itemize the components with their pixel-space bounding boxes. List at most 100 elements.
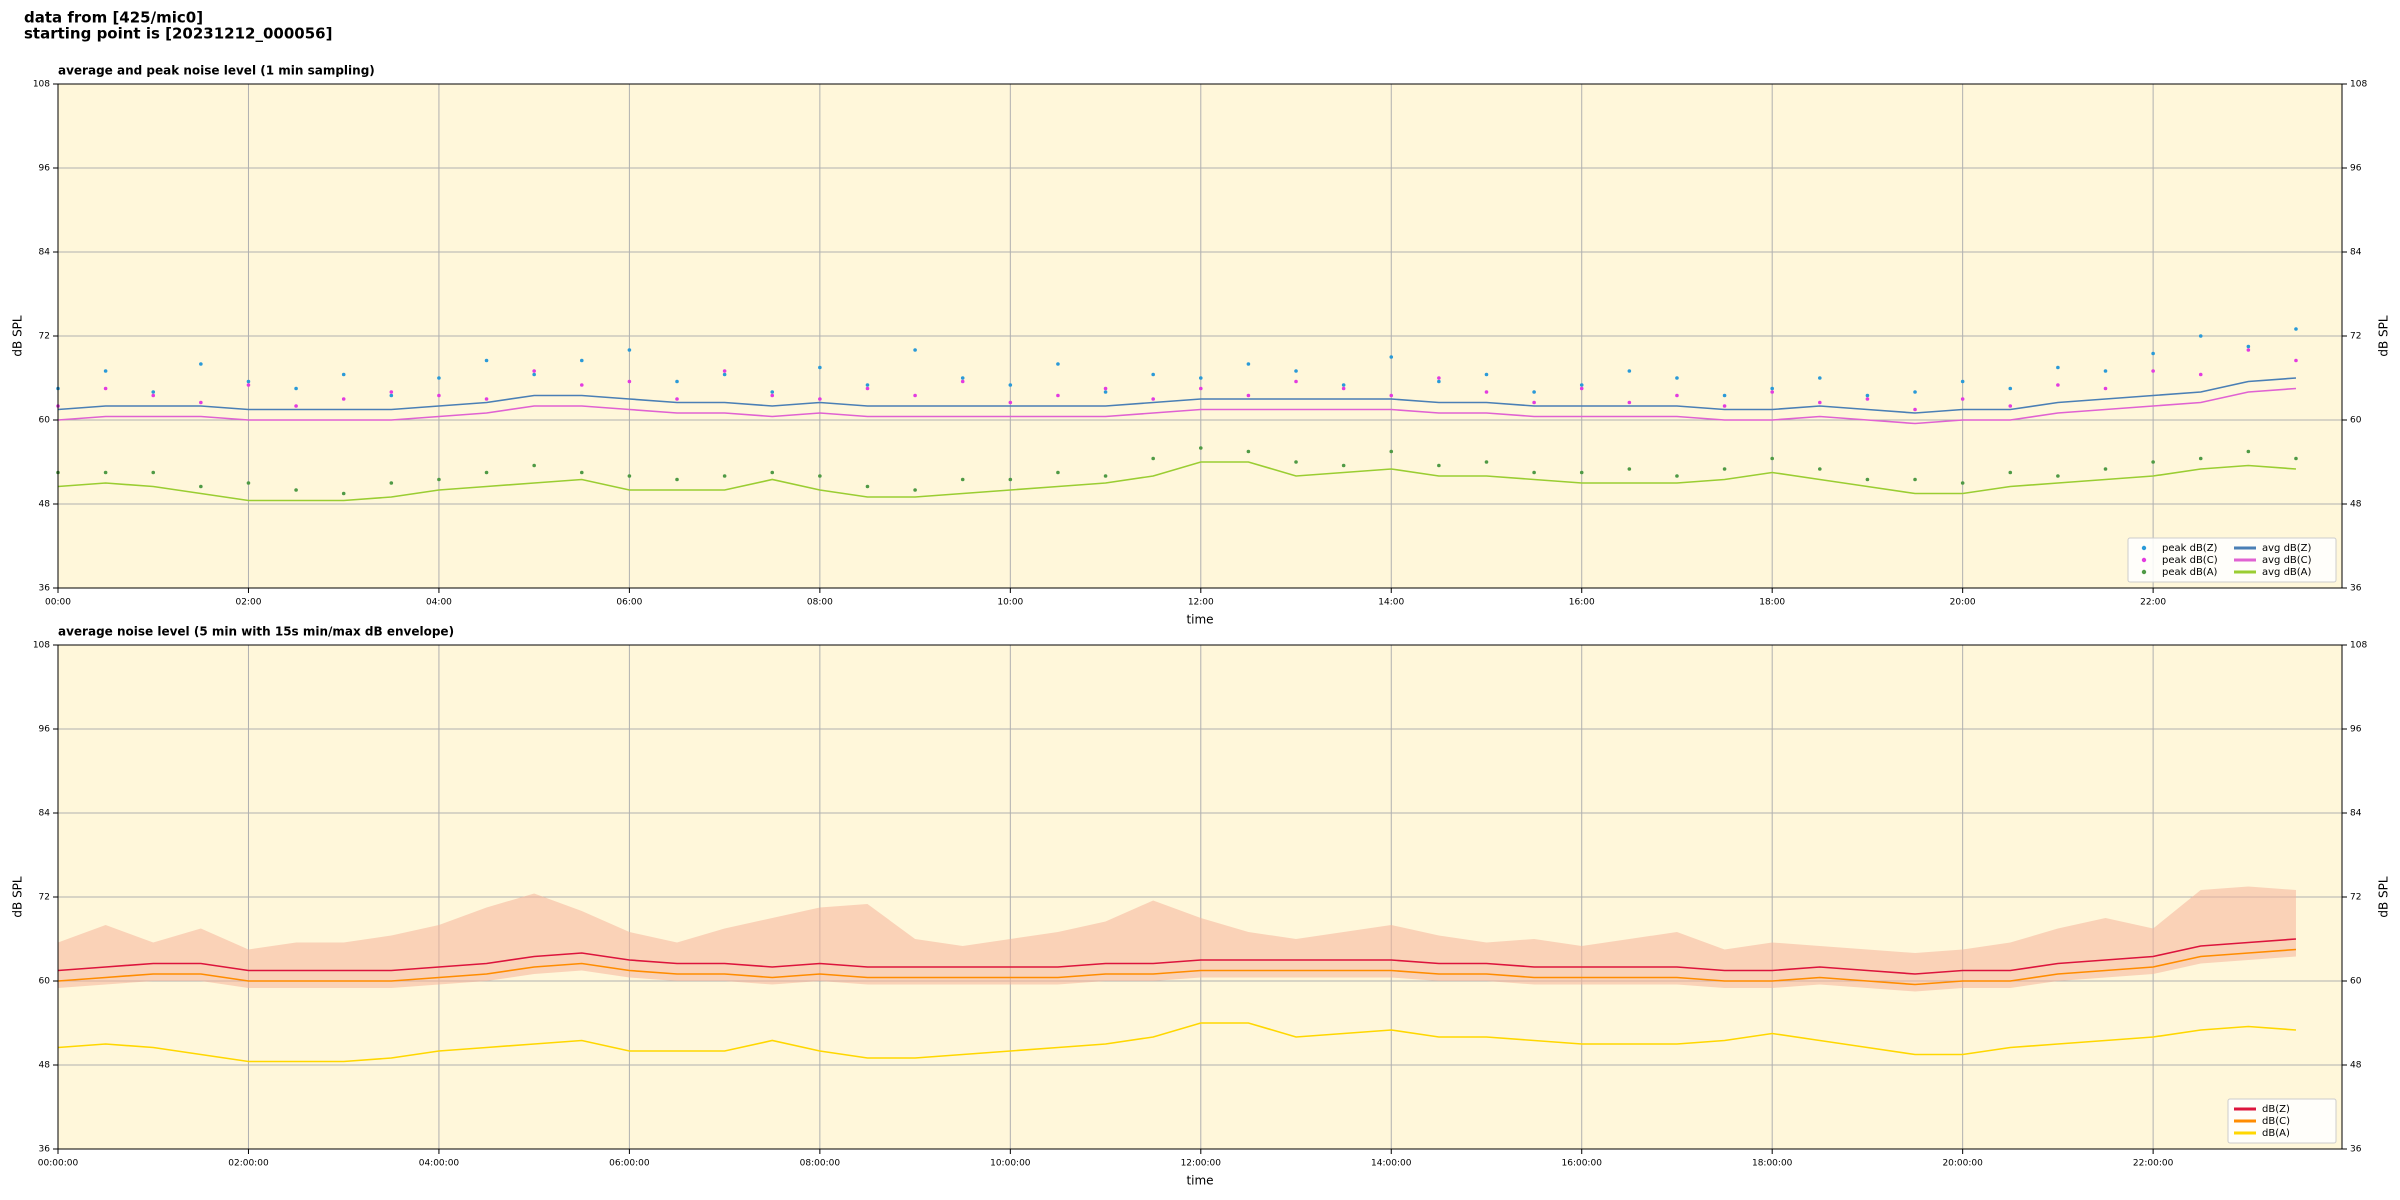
peak-point [2198, 334, 2203, 338]
peak-point [2246, 348, 2251, 352]
peak-point [1389, 449, 1394, 454]
peak-point [2056, 365, 2060, 370]
peak-point [1246, 393, 1251, 398]
peak-point [579, 470, 584, 475]
peak-point [1675, 474, 1679, 478]
peak-point [1579, 383, 1584, 387]
y-tick-label: 48 [39, 500, 51, 510]
x-tick-label: 20:00:00 [1942, 1159, 1983, 1169]
x-tick-label: 22:00:00 [2133, 1159, 2174, 1169]
peak-point [1722, 393, 1727, 398]
y-tick-label: 96 [39, 725, 51, 735]
legend-label: dB(A) [2262, 1128, 2290, 1139]
peak-point [1389, 393, 1394, 398]
y-tick-label: 96 [39, 164, 51, 174]
x-tick-label: 16:00:00 [1562, 1159, 1603, 1169]
x-tick-label: 06:00 [616, 598, 642, 608]
peak-point [1008, 477, 1013, 482]
peak-point [865, 386, 870, 391]
peak-point [1532, 470, 1536, 475]
peak-point [1484, 372, 1489, 377]
y-tick-label: 72 [39, 332, 50, 342]
legend-box [2127, 537, 2337, 583]
y-axis-label: dB SPL [11, 876, 25, 918]
x-tick-label: 02:00:00 [228, 1159, 269, 1169]
chart-title: average and peak noise level (1 min samp… [58, 64, 375, 78]
peak-point [1579, 386, 1584, 391]
peak-point [294, 404, 298, 408]
peak-point [722, 369, 727, 373]
y-tick-label: 84 [2350, 809, 2362, 819]
x-tick-label: 10:00:00 [990, 1159, 1031, 1169]
peak-point [1913, 407, 1917, 412]
peak-point [2056, 383, 2060, 387]
peak-point [1198, 446, 1203, 450]
peak-point [532, 463, 536, 468]
peak-point [770, 393, 775, 398]
peak-point [1818, 400, 1822, 405]
y-tick-label: 60 [39, 416, 51, 426]
peak-point [913, 393, 917, 398]
peak-point [913, 488, 917, 492]
x-tick-label: 04:00:00 [419, 1159, 460, 1169]
peak-point [1151, 397, 1155, 401]
peak-point [1818, 376, 1822, 380]
series-line [57, 377, 2297, 414]
peak-point [1437, 463, 1441, 468]
x-tick-label: 14:00 [1378, 598, 1404, 608]
peak-point [1389, 355, 1394, 359]
x-tick-label: 08:00 [807, 598, 833, 608]
peak-point [2008, 404, 2013, 408]
series-line [57, 948, 2297, 986]
legend-label: peak dB(C) [2162, 555, 2218, 566]
peak-point [627, 474, 632, 478]
peak-point [1008, 400, 1013, 405]
peak-point [2198, 456, 2203, 461]
y-tick-label: 48 [39, 1061, 51, 1071]
peak-point [389, 393, 394, 398]
x-tick-label: 16:00 [1569, 598, 1595, 608]
peak-point [1294, 460, 1298, 464]
y-tick-label: 108 [33, 641, 50, 651]
peak-point [1341, 386, 1346, 391]
y-tick-label: 108 [2350, 641, 2367, 651]
x-tick-label: 02:00 [235, 598, 261, 608]
peak-point [2008, 386, 2013, 391]
peak-point [722, 372, 727, 377]
x-tick-label: 10:00 [997, 598, 1023, 608]
peak-point [2008, 470, 2013, 475]
peak-point [1246, 362, 1251, 366]
peak-point [1198, 386, 1203, 391]
y-tick-label: 48 [2350, 1061, 2362, 1071]
peak-point [1103, 474, 1108, 478]
peak-point [2151, 351, 2155, 356]
peak-point [1627, 400, 1632, 405]
x-axis-label: time [1186, 613, 1213, 627]
peak-point [2151, 369, 2155, 373]
y-tick-label: 72 [2350, 893, 2361, 903]
peak-point [1865, 397, 1870, 401]
peak-point [865, 383, 870, 387]
y-axis-label: dB SPL [11, 315, 25, 357]
peak-point [1865, 393, 1870, 398]
y-tick-label: 108 [33, 80, 50, 90]
peak-point [1960, 481, 1965, 485]
x-tick-label: 04:00 [426, 598, 452, 608]
peak-point [1103, 390, 1108, 394]
peak-point [1103, 386, 1108, 391]
y-tick-label: 84 [2350, 248, 2362, 258]
peak-point [1008, 383, 1013, 387]
peak-point [1056, 393, 1060, 398]
peak-point [1341, 383, 1346, 387]
legend-swatch [2141, 557, 2147, 563]
peak-point [2198, 372, 2203, 377]
peak-point [579, 383, 584, 387]
y-axis-label: dB SPL [2377, 315, 2391, 357]
peak-point [1151, 456, 1155, 461]
x-tick-label: 00:00:00 [38, 1159, 79, 1169]
x-tick-label: 20:00 [1950, 598, 1976, 608]
plot-frame [57, 83, 2343, 589]
peak-point [1675, 376, 1679, 380]
